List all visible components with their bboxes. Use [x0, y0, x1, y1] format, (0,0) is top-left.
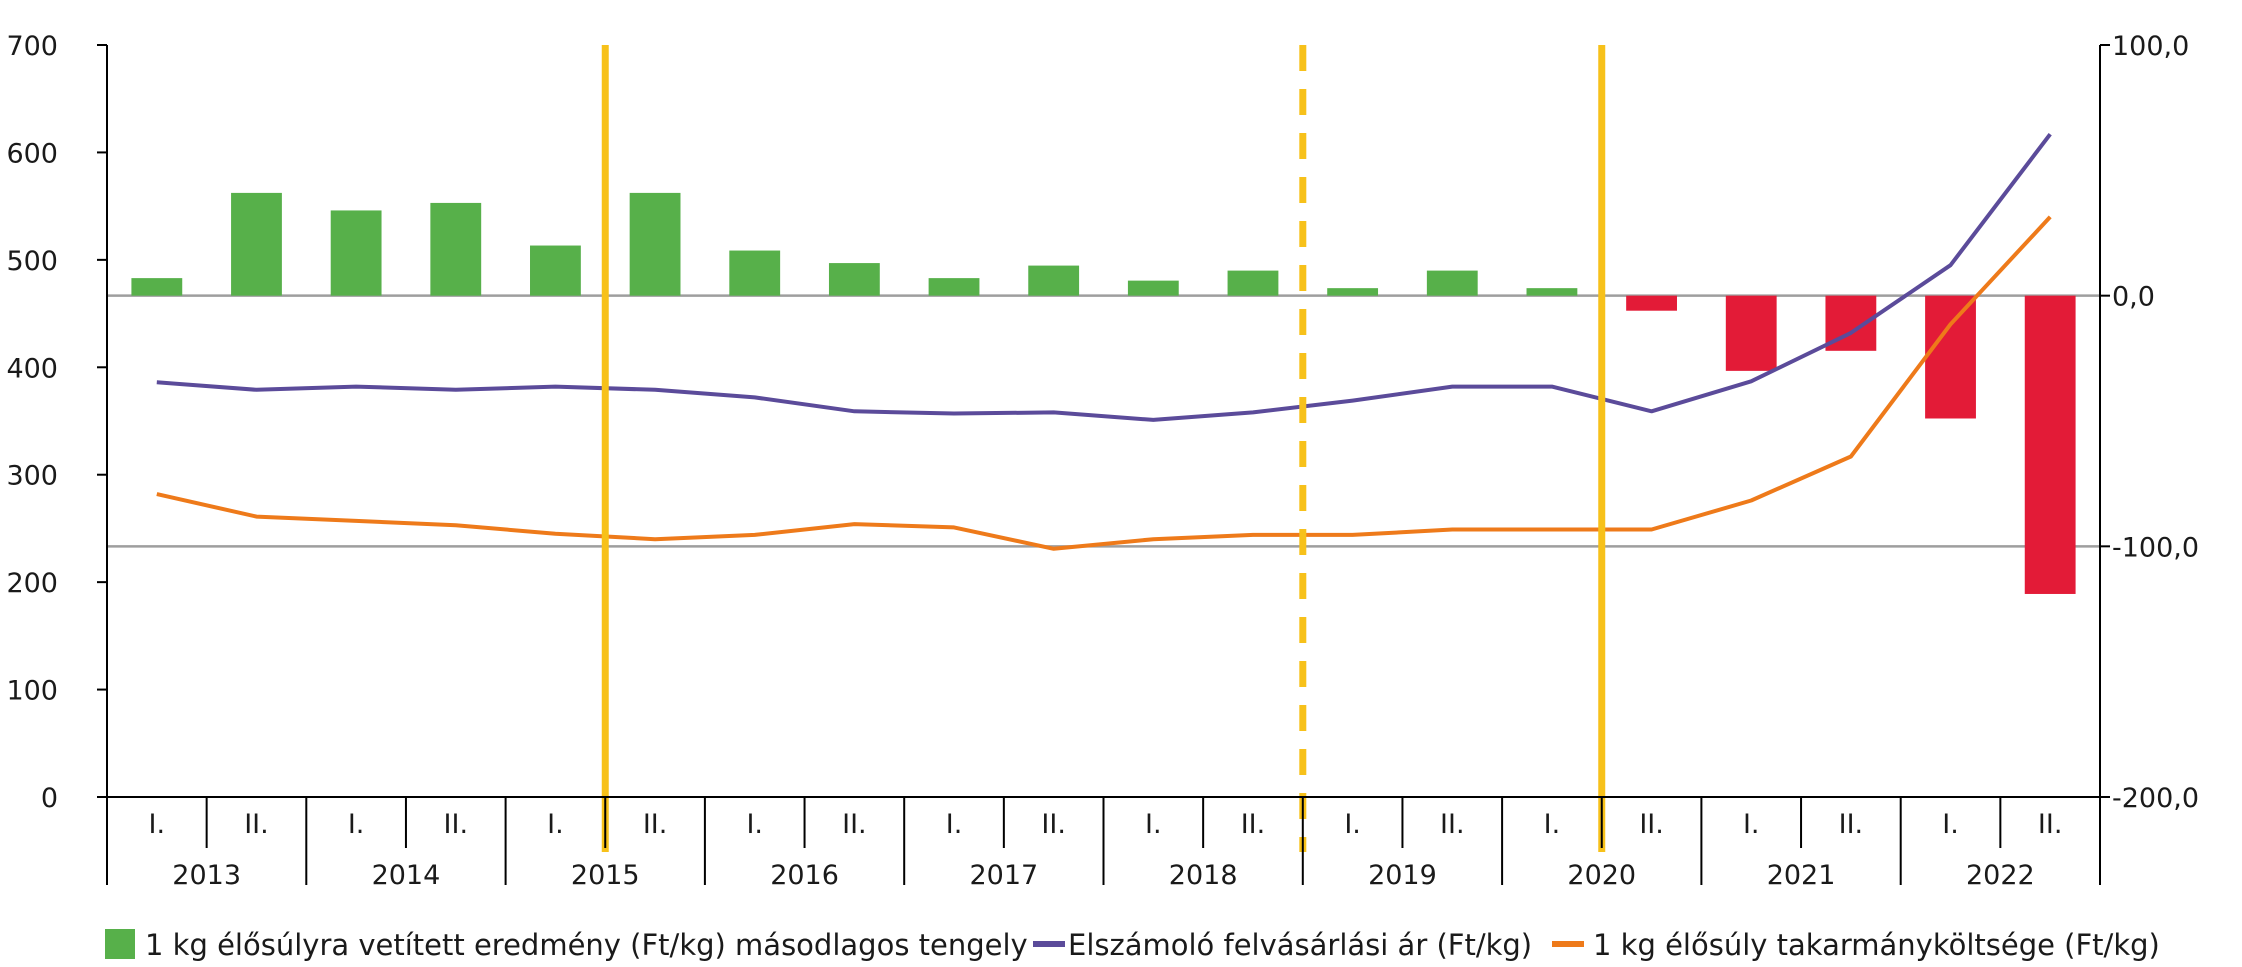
right-tick-label: 100,0 [2112, 31, 2189, 62]
bar [2024, 295, 2076, 594]
bar [1028, 265, 1080, 296]
half-year-label: II. [444, 809, 469, 840]
year-label: 2020 [1567, 860, 1636, 891]
right-tick-label: 0,0 [2112, 282, 2155, 313]
line-series [156, 132, 2052, 551]
year-label: 2018 [1169, 860, 1238, 891]
bar [629, 192, 681, 296]
half-year-label: II. [1639, 809, 1664, 840]
axes [97, 44, 2110, 885]
half-year-label: I. [1743, 809, 1760, 840]
bar [530, 245, 581, 296]
legend: 1 kg élősúlyra vetített eredmény (Ft/kg)… [105, 928, 2160, 962]
bar-series-result [131, 192, 2076, 594]
bar [1127, 280, 1179, 296]
half-year-label: I. [547, 809, 564, 840]
year-label: 2014 [372, 860, 441, 891]
legend-swatch-line [1033, 941, 1065, 947]
bar [1426, 270, 1478, 296]
year-label: 2015 [571, 860, 640, 891]
half-year-label: II. [1839, 809, 1864, 840]
half-year-label: I. [1145, 809, 1162, 840]
legend-swatch-line [1552, 941, 1584, 947]
half-year-label: I. [1942, 809, 1959, 840]
left-tick-label: 100 [6, 676, 58, 707]
left-tick-label: 700 [6, 31, 58, 62]
half-year-label: I. [746, 809, 763, 840]
bar [131, 278, 183, 296]
year-label: 2016 [770, 860, 839, 891]
bar [928, 278, 980, 296]
feed-cost-line [156, 215, 2052, 551]
bar [1925, 295, 1976, 419]
bar [1725, 295, 1777, 371]
year-label: 2021 [1767, 860, 1836, 891]
half-year-label: I. [149, 809, 166, 840]
bar [1626, 295, 1677, 311]
half-year-label: I. [946, 809, 963, 840]
year-label: 2013 [172, 860, 241, 891]
left-tick-label: 0 [41, 783, 58, 814]
reference-lines [107, 294, 2100, 548]
left-tick-label: 400 [6, 353, 58, 384]
legend-label: 1 kg élősúlyra vetített eredmény (Ft/kg)… [145, 928, 1028, 962]
bar [828, 263, 880, 296]
half-year-label: II. [1041, 809, 1066, 840]
legend-label: 1 kg élősúly takarmányköltsége (Ft/kg) [1593, 928, 2160, 962]
tick-labels: 0 100 200 300 400 500 600 700 -200,0 -100,0 0,0 100… [6, 31, 2199, 814]
right-tick-label: -100,0 [2112, 532, 2199, 563]
half-year-label: II. [842, 809, 867, 840]
half-year-label: II. [2038, 809, 2063, 840]
category-labels: I. II. I. II. I. II. I. II. I. II. I. II. I. II. I. II.… [149, 809, 2063, 891]
year-label: 2022 [1966, 860, 2035, 891]
bar [430, 202, 482, 296]
year-label: 2017 [969, 860, 1038, 891]
bar [231, 192, 282, 296]
vertical-markers [601, 45, 1606, 852]
right-tick-label: -200,0 [2112, 783, 2199, 814]
left-tick-label: 600 [6, 138, 58, 169]
bar [729, 250, 781, 296]
half-year-label: I. [1344, 809, 1361, 840]
half-year-label: II. [1241, 809, 1266, 840]
legend-label: Elszámoló felvásárlási ár (Ft/kg) [1068, 928, 1532, 962]
half-year-label: I. [1544, 809, 1561, 840]
legend-swatch-bar [105, 929, 135, 959]
left-tick-label: 200 [6, 568, 58, 599]
left-tick-label: 500 [6, 246, 58, 277]
price-line [156, 132, 2052, 422]
bar [1526, 288, 1578, 296]
bar [330, 210, 382, 296]
year-label: 2019 [1368, 860, 1437, 891]
half-year-label: II. [244, 809, 269, 840]
half-year-label: I. [348, 809, 365, 840]
half-year-label: II. [1440, 809, 1465, 840]
bar [1327, 288, 1379, 296]
half-year-label: II. [643, 809, 668, 840]
left-tick-label: 300 [6, 461, 58, 492]
bar [1227, 270, 1279, 296]
